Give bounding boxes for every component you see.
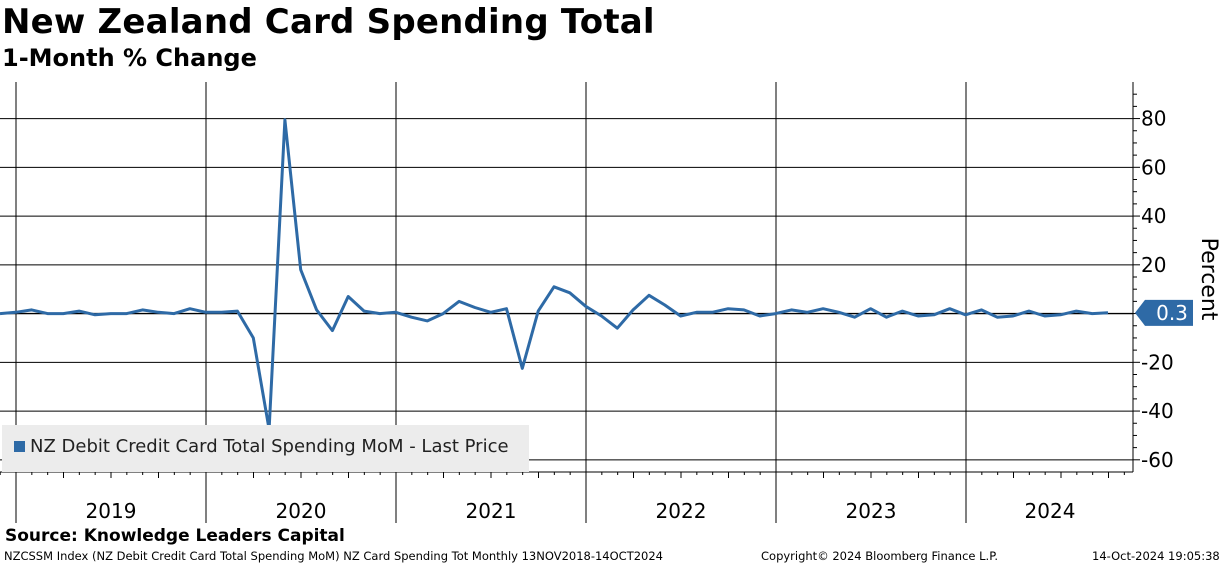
legend-label: NZ Debit Credit Card Total Spending MoM … [30, 436, 509, 457]
legend: NZ Debit Credit Card Total Spending MoM … [2, 425, 529, 472]
chart-title: New Zealand Card Spending Total [2, 2, 655, 42]
y-tick-label: 60 [1141, 155, 1166, 179]
y-axis-title: Percent [1196, 238, 1221, 321]
y-tick-label: -60 [1141, 448, 1174, 472]
y-tick-label: 80 [1141, 107, 1166, 131]
footer-timestamp: 14-Oct-2024 19:05:38 [1092, 549, 1220, 563]
source-note: Source: Knowledge Leaders Capital [5, 526, 345, 546]
last-value-badge [1135, 299, 1193, 326]
y-tick-label: 20 [1141, 253, 1166, 277]
legend-swatch [14, 441, 25, 452]
series-line [0, 118, 1109, 431]
x-tick-label: 2023 [846, 499, 897, 523]
x-tick-label: 2022 [656, 499, 707, 523]
chart-subtitle: 1-Month % Change [2, 44, 257, 72]
footer-copyright: Copyright© 2024 Bloomberg Finance L.P. [761, 549, 998, 563]
x-tick-label: 2020 [276, 499, 327, 523]
x-tick-label: 2021 [466, 499, 517, 523]
y-tick-label: -20 [1141, 350, 1174, 374]
x-tick-label: 2024 [1025, 499, 1076, 523]
y-tick-label: 40 [1141, 204, 1166, 228]
y-tick-label: -40 [1141, 399, 1174, 423]
footer-ticker: NZCSSM Index (NZ Debit Credit Card Total… [4, 549, 663, 563]
last-value-label: 0.3 [1156, 301, 1188, 325]
x-tick-label: 2019 [86, 499, 137, 523]
